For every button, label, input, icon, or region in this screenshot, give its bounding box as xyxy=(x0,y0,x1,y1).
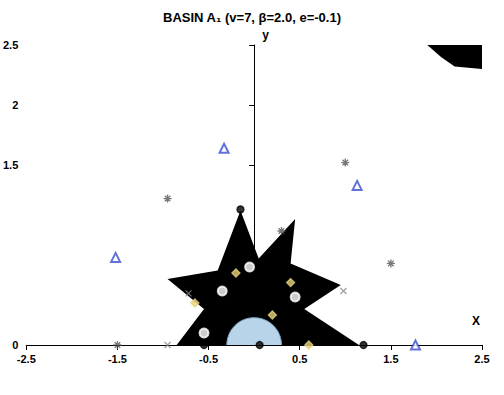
svg-text:2.5: 2.5 xyxy=(3,39,18,51)
svg-text:BASIN A₁ (v=7, β=2.0, e=-0.1): BASIN A₁ (v=7, β=2.0, e=-0.1) xyxy=(163,10,341,25)
svg-text:X: X xyxy=(472,314,480,328)
svg-text:0: 0 xyxy=(12,339,18,351)
svg-text:2: 2 xyxy=(12,99,18,111)
svg-text:-1.5: -1.5 xyxy=(108,353,127,365)
svg-text:1.5: 1.5 xyxy=(3,159,18,171)
svg-text:y: y xyxy=(262,28,269,42)
svg-text:0.5: 0.5 xyxy=(292,353,307,365)
svg-text:2.5: 2.5 xyxy=(474,353,489,365)
svg-text:-0.5: -0.5 xyxy=(199,353,218,365)
svg-text:1.5: 1.5 xyxy=(383,353,398,365)
svg-text:-2.5: -2.5 xyxy=(17,353,36,365)
